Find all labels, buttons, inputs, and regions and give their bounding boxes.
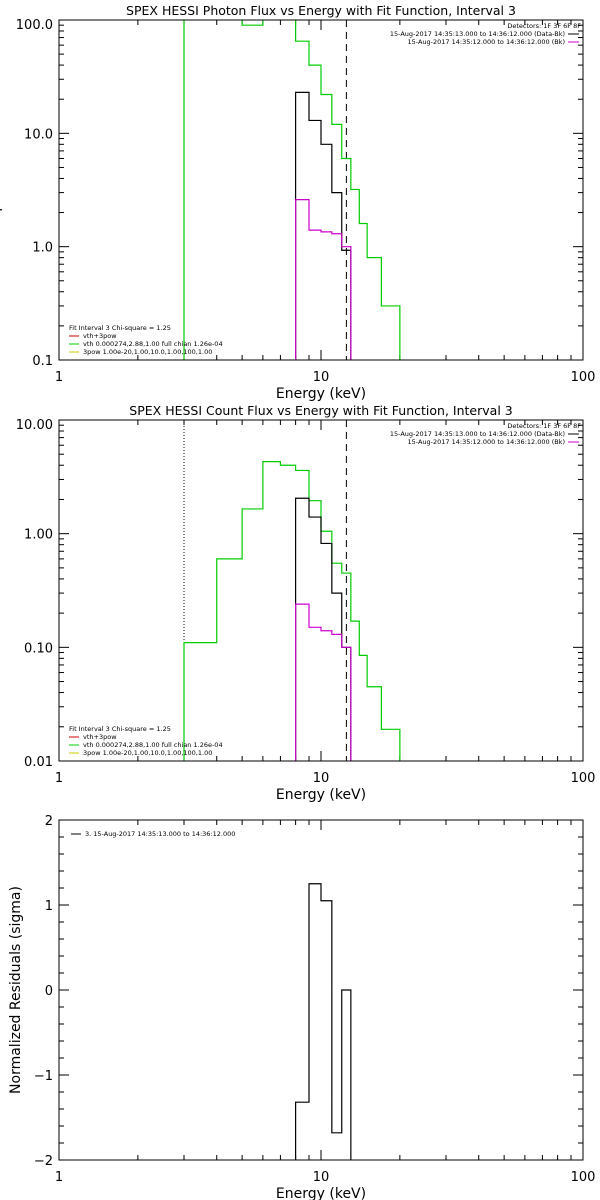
y-tick-label: 0 bbox=[45, 984, 53, 999]
data-series-step bbox=[295, 91, 352, 360]
legend-header: Detectors: 1F 3F 6F 8F bbox=[507, 422, 581, 430]
chart-title: SPEX HESSI Photon Flux vs Energy with Fi… bbox=[126, 3, 516, 18]
y-axis-label: counts s⁻¹ cm⁻² keV⁻¹ bbox=[0, 454, 3, 608]
fit-legend-header: Fit Interval 3 Chi-square = 1.25 bbox=[69, 324, 171, 332]
legend-header: Detectors: 1F 3F 6F 8F bbox=[507, 22, 581, 30]
legend-entry: 3. 15-Aug-2017 14:35:13.000 to 14:36:12.… bbox=[85, 830, 235, 838]
fit-legend-entry: vth+3pow bbox=[83, 733, 117, 741]
plot-area bbox=[183, 20, 401, 360]
fit-legend-entry: vth 0.000274,2.88,1.00 full chian 1.26e-… bbox=[83, 340, 223, 348]
y-tick-label: 1.00 bbox=[24, 528, 53, 543]
x-tick-label: 10 bbox=[313, 771, 330, 786]
fit-legend-entry: vth 0.000274,2.88,1.00 full chian 1.26e-… bbox=[83, 741, 223, 749]
data-series-step bbox=[183, 20, 401, 360]
y-axis-label: photons s⁻¹ cm⁻² keV⁻¹ bbox=[0, 48, 3, 211]
legend-entry: 15-Aug-2017 14:35:12.000 to 14:36:12.000… bbox=[408, 38, 565, 46]
plot-frame bbox=[58, 819, 584, 1161]
axis-ticks bbox=[58, 819, 583, 1161]
fit-legend-entry: 3pow 1.00e-20,1.00,10.0,1.00,100,1.00 bbox=[83, 749, 212, 757]
y-tick-label: 0.1 bbox=[32, 354, 53, 369]
x-axis-label: Energy (keV) bbox=[276, 386, 366, 402]
photon-chart: SPEX HESSI Photon Flux vs Energy with Fi… bbox=[0, 3, 596, 402]
x-tick-label: 100 bbox=[571, 771, 596, 786]
x-axis-label: Energy (keV) bbox=[276, 1186, 366, 1200]
chart-title: SPEX HESSI Count Flux vs Energy with Fit… bbox=[129, 403, 512, 418]
x-axis-label: Energy (keV) bbox=[276, 787, 366, 803]
data-series-step bbox=[295, 603, 352, 761]
legend-entry: 15-Aug-2017 14:35:12.000 to 14:36:12.000… bbox=[408, 438, 565, 446]
y-tick-label: 10.00 bbox=[16, 418, 53, 433]
y-tick-label: 2 bbox=[45, 814, 53, 829]
data-series-step bbox=[183, 461, 401, 761]
y-tick-label: 0.01 bbox=[24, 755, 53, 770]
y-tick-label: 100.0 bbox=[16, 18, 53, 33]
data-series-step bbox=[295, 199, 352, 360]
plot-area bbox=[295, 883, 352, 1160]
residuals-chart: 1 10 100 −2 −1 0 1 2 Energy (keV) Normalized Resi… bbox=[8, 814, 595, 1200]
x-tick-label: 100 bbox=[571, 370, 596, 385]
plot-frame bbox=[58, 19, 584, 361]
x-tick-label: 100 bbox=[571, 1170, 596, 1185]
y-tick-label: 1 bbox=[45, 899, 53, 914]
fit-legend-entry: vth+3pow bbox=[83, 332, 117, 340]
count-chart: SPEX HESSI Count Flux vs Energy with Fit… bbox=[0, 403, 595, 803]
y-tick-label: −1 bbox=[34, 1069, 53, 1084]
x-tick-label: 1 bbox=[55, 370, 63, 385]
data-series-step bbox=[295, 883, 352, 1160]
x-tick-label: 10 bbox=[313, 1170, 330, 1185]
plot-area bbox=[183, 420, 401, 761]
y-tick-label: 0.10 bbox=[24, 641, 53, 656]
plot-frame bbox=[58, 419, 584, 762]
y-tick-label: 1.0 bbox=[32, 241, 53, 256]
y-tick-label: 10.0 bbox=[24, 127, 53, 142]
fit-legend-entry: 3pow 1.00e-20,1.00,10.0,1.00,100,1.00 bbox=[83, 348, 212, 356]
y-axis-label: Normalized Residuals (sigma) bbox=[8, 886, 24, 1094]
y-tick-label: −2 bbox=[34, 1154, 53, 1169]
x-tick-label: 1 bbox=[55, 1170, 63, 1185]
axis-ticks bbox=[58, 419, 583, 762]
legend-entry: 15-Aug-2017 14:35:13.000 to 14:36:12.000… bbox=[390, 30, 565, 38]
fit-legend-header: Fit Interval 3 Chi-square = 1.25 bbox=[69, 725, 171, 733]
x-tick-label: 1 bbox=[55, 771, 63, 786]
data-series-step bbox=[295, 497, 352, 761]
legend-entry: 15-Aug-2017 14:35:13.000 to 14:36:12.000… bbox=[390, 430, 565, 438]
x-tick-label: 10 bbox=[313, 370, 330, 385]
